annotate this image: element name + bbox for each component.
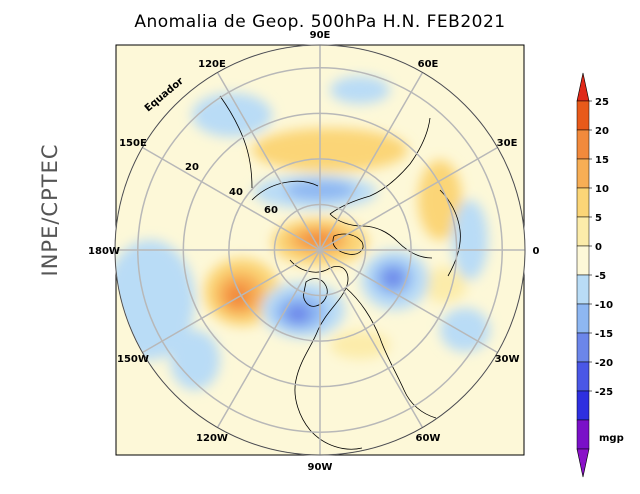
- colorbar-segment: [576, 187, 590, 218]
- meridian-line: [142, 146, 321, 251]
- longitude-label: 60W: [416, 433, 441, 444]
- longitude-label: 60E: [418, 59, 439, 70]
- graticule: [114, 44, 526, 456]
- colorbar-segment: [576, 216, 590, 247]
- longitude-label: 30W: [495, 354, 520, 365]
- colorbar-tick-label: -10: [595, 300, 613, 311]
- colorbar-segment: [576, 100, 590, 131]
- map-title: Anomalia de Geop. 500hPa H.N. FEB2021: [134, 12, 506, 32]
- colorbar-segment: [576, 158, 590, 189]
- colorbar-segment: [576, 332, 590, 363]
- colorbar-tick-label: -25: [595, 387, 613, 398]
- longitude-label: 90E: [310, 30, 331, 41]
- colorbar-bottom-arrow: [576, 448, 590, 478]
- meridian-line: [319, 249, 424, 428]
- colorbar-segment: [576, 390, 590, 421]
- longitude-labels: 90E 60E 30E 0 30W 60W 90W 120W 150W 180W 150E 120E: [88, 30, 539, 473]
- colorbar-tick-label: 0: [595, 242, 602, 253]
- colorbar-segment: [576, 361, 590, 392]
- lat-label-40: 40: [229, 187, 243, 198]
- colorbar-tick-label: 5: [595, 213, 602, 224]
- color-scale-labels: 25 20 15 10 5 0 -5 -10 -15 -20 -25: [589, 97, 613, 398]
- colorbar-unit: mgp: [599, 433, 624, 444]
- meridian-line: [319, 146, 498, 251]
- longitude-label: 180W: [88, 246, 120, 257]
- map-boundary-circle: [114, 44, 526, 456]
- colorbar-tick-label: 20: [595, 126, 609, 137]
- meridian-line: [319, 72, 424, 251]
- colorbar-tick-label: 10: [595, 184, 609, 195]
- meridian-line: [142, 249, 321, 354]
- colorbar-tick-label: -15: [595, 329, 613, 340]
- color-scale-bar: [576, 72, 590, 478]
- colorbar-tick-label: 15: [595, 155, 609, 166]
- longitude-label: 120E: [198, 59, 226, 70]
- meridian-line: [216, 72, 321, 251]
- meridian-line: [319, 249, 498, 354]
- longitude-label: 30E: [497, 138, 518, 149]
- meridian-line: [216, 249, 321, 428]
- colorbar-tick-label: 25: [595, 97, 609, 108]
- longitude-label: 150E: [119, 138, 147, 149]
- colorbar-segment: [576, 274, 590, 305]
- longitude-label: 150W: [117, 354, 149, 365]
- colorbar-tick-label: -5: [595, 271, 606, 282]
- lat-label-20: 20: [185, 162, 199, 173]
- longitude-label: 90W: [308, 462, 333, 473]
- colorbar-segment: [576, 303, 590, 334]
- longitude-label: 0: [533, 246, 540, 257]
- colorbar-top-arrow: [576, 72, 590, 102]
- colorbar-tick-label: -20: [595, 358, 613, 369]
- lat-label-60: 60: [264, 205, 278, 216]
- colorbar-segment: [576, 419, 590, 450]
- colorbar-segment: [576, 129, 590, 160]
- longitude-label: 120W: [196, 433, 228, 444]
- colorbar-segment: [576, 245, 590, 276]
